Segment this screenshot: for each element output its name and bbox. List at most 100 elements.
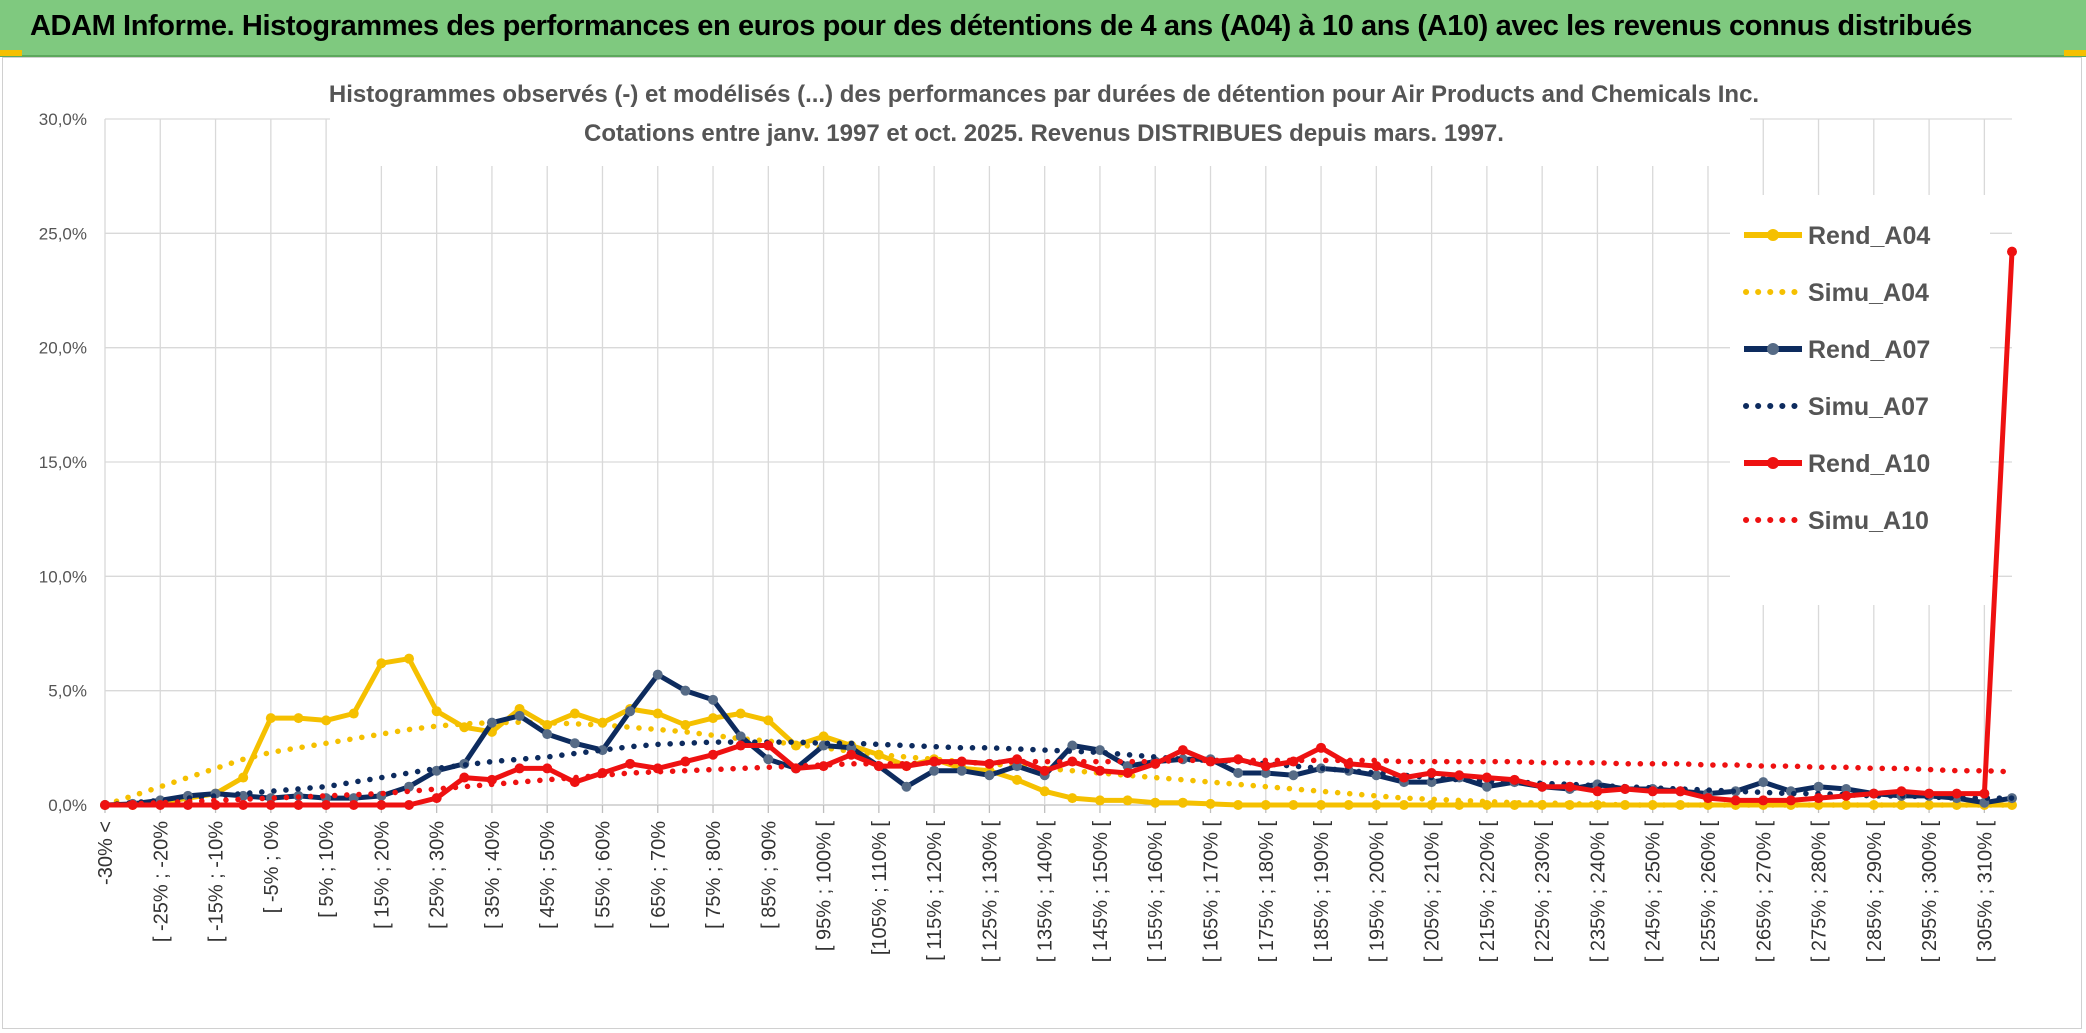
x-tick-label: [ 115% ; 120% [ xyxy=(924,821,946,961)
data-point-rend_a10 xyxy=(1481,772,1492,783)
data-point-rend_a04 xyxy=(1012,774,1023,785)
data-point-rend_a10 xyxy=(1841,790,1852,801)
legend-label: Simu_A04 xyxy=(1808,279,1929,307)
data-point-rend_a10 xyxy=(1896,786,1907,797)
data-point-rend_a10 xyxy=(1868,788,1879,799)
data-point-rend_a07 xyxy=(1841,783,1852,794)
data-point-rend_a07 xyxy=(1813,781,1824,792)
data-point-rend_a07 xyxy=(1233,767,1244,778)
x-tick-label: [ 75% ; 80% xyxy=(703,821,725,929)
data-point-rend_a10 xyxy=(1758,795,1769,806)
data-point-rend_a04 xyxy=(321,715,332,726)
data-point-rend_a10 xyxy=(1537,781,1548,792)
x-tick-label: [ 25% ; 30% xyxy=(427,821,449,929)
data-point-rend_a04 xyxy=(818,731,829,742)
x-tick-label: -30% < xyxy=(95,821,117,885)
data-point-rend_a10 xyxy=(1924,788,1935,799)
data-point-rend_a10 xyxy=(1012,754,1023,765)
data-point-rend_a10 xyxy=(1951,788,1962,799)
data-point-rend_a10 xyxy=(1316,742,1327,753)
data-point-rend_a04 xyxy=(238,772,249,783)
data-point-rend_a10 xyxy=(846,749,857,760)
data-point-rend_a07 xyxy=(708,694,719,705)
data-point-rend_a04 xyxy=(1675,800,1686,810)
x-tick-label: [ 175% ; 180% [ xyxy=(1256,821,1278,963)
data-point-rend_a04 xyxy=(1177,797,1188,808)
data-point-rend_a07 xyxy=(238,790,249,801)
legend: Rend_A04 Simu_A04 Rend_A07 Simu_A07 Rend_A10… xyxy=(1743,222,1930,535)
data-point-rend_a10 xyxy=(321,800,332,810)
x-tick-label: [105% ; 110% [ xyxy=(869,821,891,956)
data-point-rend_a04 xyxy=(1868,800,1879,810)
data-point-rend_a04 xyxy=(293,713,304,724)
y-tick-label: 15,0% xyxy=(39,453,87,472)
data-point-rend_a07 xyxy=(956,765,967,776)
y-tick-label: 5,0% xyxy=(48,682,87,701)
data-point-rend_a04 xyxy=(1067,793,1078,804)
data-point-rend_a10 xyxy=(708,749,719,760)
chart-title: Histogrammes observés (-) et modélisés (… xyxy=(329,81,1759,147)
data-point-rend_a04 xyxy=(680,719,691,730)
title-background xyxy=(330,60,1750,166)
x-tick-label: [ 15% ; 20% xyxy=(371,821,393,929)
data-point-rend_a10 xyxy=(1177,745,1188,756)
data-point-rend_a07 xyxy=(486,717,497,728)
data-point-rend_a10 xyxy=(293,800,304,810)
histogram-chart: 0,0% 5,0% 10,0% 15,0% 20,0% 25,0% 30,0% -30% <… xyxy=(39,60,2017,963)
x-tick-label: [ 245% ; 250% [ xyxy=(1643,821,1665,963)
data-point-rend_a04 xyxy=(1398,800,1409,810)
x-tick-label: [ -25% ; -20% xyxy=(150,821,172,942)
data-point-rend_a04 xyxy=(459,722,470,733)
data-point-rend_a04 xyxy=(2007,800,2017,810)
x-tick-label: [ 55% ; 60% xyxy=(592,821,614,929)
x-tick-label: [ 185% ; 190% [ xyxy=(1311,821,1333,963)
data-point-rend_a10 xyxy=(2007,246,2017,257)
x-tick-label: [ 5% ; 10% xyxy=(316,821,338,918)
series-line-rend_a04 xyxy=(105,656,2012,808)
data-point-rend_a07 xyxy=(735,731,746,742)
x-tick-label: [ 45% ; 50% xyxy=(537,821,559,929)
legend-marker xyxy=(1767,457,1779,469)
data-point-rend_a07 xyxy=(846,742,857,753)
y-tick-label: 30,0% xyxy=(39,110,87,129)
data-point-rend_a04 xyxy=(1233,800,1244,810)
x-tick-label: [ 95% ; 100% [ xyxy=(814,821,836,952)
data-point-rend_a04 xyxy=(1260,800,1271,810)
data-point-rend_a07 xyxy=(514,710,525,721)
data-point-rend_a04 xyxy=(652,708,663,719)
data-point-rend_a10 xyxy=(459,772,470,783)
legend-background xyxy=(1730,195,1990,605)
legend-marker xyxy=(1767,343,1779,355)
data-point-rend_a07 xyxy=(763,754,774,765)
x-tick-label: [ 65% ; 70% xyxy=(648,821,670,929)
data-point-rend_a04 xyxy=(1205,798,1216,809)
data-point-rend_a10 xyxy=(1509,774,1520,785)
data-point-rend_a04 xyxy=(514,703,525,714)
data-point-rend_a10 xyxy=(1592,786,1603,797)
data-point-rend_a07 xyxy=(1012,761,1023,772)
data-point-rend_a07 xyxy=(1426,777,1437,788)
data-point-rend_a10 xyxy=(1094,765,1105,776)
data-point-rend_a04 xyxy=(1896,800,1907,810)
data-point-rend_a04 xyxy=(265,713,276,724)
x-tick-label: [ 155% ; 160% [ xyxy=(1145,821,1167,963)
data-point-rend_a07 xyxy=(1067,740,1078,751)
data-point-rend_a07 xyxy=(1288,770,1299,781)
data-point-rend_a07 xyxy=(542,729,553,740)
y-axis: 0,0% 5,0% 10,0% 15,0% 20,0% 25,0% 30,0% xyxy=(39,110,87,815)
data-point-rend_a04 xyxy=(348,708,359,719)
data-point-rend_a04 xyxy=(1288,800,1299,810)
x-tick-label: [ 255% ; 260% [ xyxy=(1698,821,1720,963)
series-line-rend_a07 xyxy=(104,672,2013,808)
data-point-rend_a10 xyxy=(542,763,553,774)
data-point-rend_a10 xyxy=(1785,795,1796,806)
data-point-rend_a10 xyxy=(486,774,497,785)
x-tick-label: [ -5% ; 0% xyxy=(261,821,283,913)
x-tick-label: [ 235% ; 240% [ xyxy=(1587,821,1609,963)
legend-label: Rend_A04 xyxy=(1808,222,1930,250)
data-point-rend_a07 xyxy=(929,765,940,776)
data-point-rend_a10 xyxy=(404,800,415,810)
x-tick-label: [ 35% ; 40% xyxy=(482,821,504,929)
data-point-rend_a04 xyxy=(1316,800,1327,810)
data-point-rend_a07 xyxy=(597,745,608,756)
